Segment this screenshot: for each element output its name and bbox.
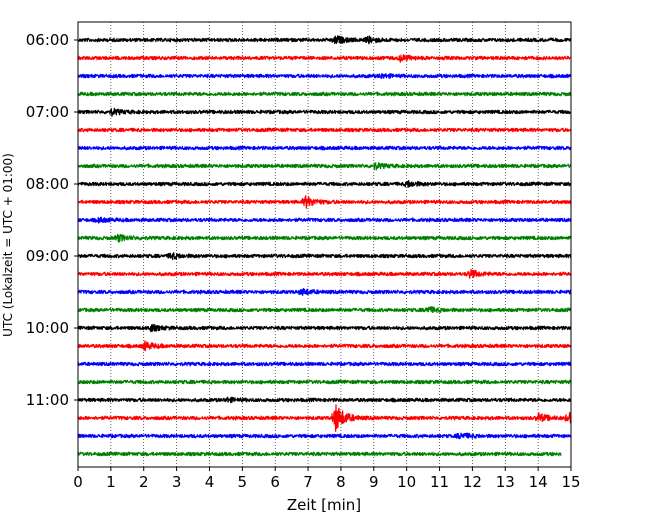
y-axis-label: UTC (Lokalzeit = UTC + 01:00) <box>1 153 15 337</box>
minute-grid <box>110 22 539 467</box>
x-tick-label: 13 <box>496 473 515 491</box>
seismogram-trace <box>77 404 572 432</box>
seismogram-trace <box>77 432 572 440</box>
x-tick-label: 3 <box>172 473 182 491</box>
seismogram-trace <box>77 379 572 385</box>
x-tick-label: 4 <box>205 473 215 491</box>
seismogram-trace <box>77 127 572 133</box>
seismogram-trace <box>77 323 572 333</box>
seismogram-trace <box>77 361 572 367</box>
seismogram-trace <box>77 107 572 117</box>
seismogram-trace <box>77 287 572 296</box>
seismogram-trace <box>77 306 572 313</box>
seismogram-trace <box>77 340 572 352</box>
trace-group <box>77 35 572 457</box>
y-tick-label: 11:00 <box>26 391 69 409</box>
x-axis: 0 1 2 3 4 5 6 7 8 9 10 11 12 13 14 15 <box>73 467 581 491</box>
seismogram-trace <box>77 195 572 209</box>
plot-frame <box>77 21 572 468</box>
seismogram-trace <box>77 233 572 243</box>
y-tick-label: 10:00 <box>26 319 69 337</box>
x-tick-label: 5 <box>238 473 248 491</box>
x-tick-label: 0 <box>73 473 83 491</box>
x-tick-label: 14 <box>529 473 548 491</box>
y-tick-label: 06:00 <box>26 31 69 49</box>
seismogram-trace <box>77 268 572 279</box>
y-axis: 06:00 07:00 08:00 09:00 10:00 11:00 <box>26 31 78 409</box>
x-tick-label: 6 <box>270 473 280 491</box>
seismogram-trace <box>77 162 572 171</box>
x-tick-label: 12 <box>463 473 482 491</box>
x-tick-label: 11 <box>430 473 449 491</box>
x-tick-label: 2 <box>139 473 149 491</box>
seismogram-trace <box>77 451 562 457</box>
y-tick-label: 07:00 <box>26 103 69 121</box>
seismogram-trace <box>77 73 572 80</box>
seismogram-trace <box>77 54 572 63</box>
y-tick-label: 09:00 <box>26 247 69 265</box>
x-tick-label: 9 <box>369 473 379 491</box>
x-tick-label: 7 <box>303 473 313 491</box>
seismogram-trace <box>77 91 572 97</box>
seismogram-trace <box>77 180 572 188</box>
y-tick-label: 08:00 <box>26 175 69 193</box>
seismogram-trace <box>77 35 572 45</box>
seismogram-trace <box>77 145 572 151</box>
seismogram-trace <box>77 252 572 261</box>
x-tick-label: 10 <box>397 473 416 491</box>
x-tick-label: 15 <box>561 473 580 491</box>
x-tick-label: 8 <box>336 473 346 491</box>
x-axis-label: Zeit [min] <box>287 496 361 514</box>
x-tick-label: 1 <box>106 473 116 491</box>
seismogram-trace <box>77 216 572 224</box>
seismogram-trace <box>77 396 572 404</box>
